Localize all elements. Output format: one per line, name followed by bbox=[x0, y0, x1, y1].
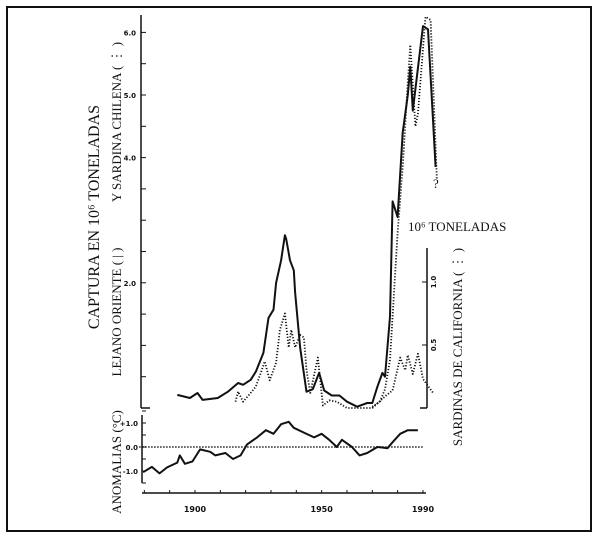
ylabel-captura: CAPTURA EN 10⁶ TONELADAS bbox=[86, 105, 103, 329]
left-y-tick-label: 4.0 bbox=[124, 155, 137, 163]
anomaly-y-tick-label: 0.0 bbox=[126, 444, 139, 452]
x-tick-label: 1950 bbox=[311, 505, 334, 514]
left-y-tick-label: 5.0 bbox=[124, 92, 137, 100]
left-y-tick-label: 6.0 bbox=[124, 29, 137, 37]
anomaly-y-tick-label: +1.0 bbox=[120, 420, 138, 428]
series-lejano-oriente bbox=[177, 25, 437, 408]
left-y-tick-label: 2.0 bbox=[124, 280, 137, 288]
ylabel-california: SARDINAS DE CALIFORNIA ( ⋮ ) bbox=[450, 248, 465, 446]
anomaly-y-tick-label: -1.0 bbox=[123, 468, 138, 476]
series-sardinas-california bbox=[234, 312, 434, 409]
unit-label-california: 10⁶ TONELADAS bbox=[408, 219, 506, 234]
figure-frame bbox=[6, 6, 592, 532]
series-anomalias bbox=[142, 420, 418, 475]
series-sardina-chilena bbox=[371, 15, 438, 408]
x-tick-label: 1900 bbox=[184, 505, 207, 514]
ylabel-anomalias: ANOMALIAS (°C) bbox=[109, 410, 124, 514]
right-y-tick-label: 0.5 bbox=[430, 339, 438, 352]
x-tick-label: 1990 bbox=[412, 505, 435, 514]
annotation-question: ? bbox=[433, 176, 439, 191]
right-y-tick-label: 1.0 bbox=[430, 276, 438, 289]
ylabel-lejano-oriente: LEJANO ORIENTE ( | ) bbox=[109, 248, 124, 377]
ylabel-chile: Y SARDINA CHILENA ( ⋮ ) bbox=[109, 42, 124, 202]
